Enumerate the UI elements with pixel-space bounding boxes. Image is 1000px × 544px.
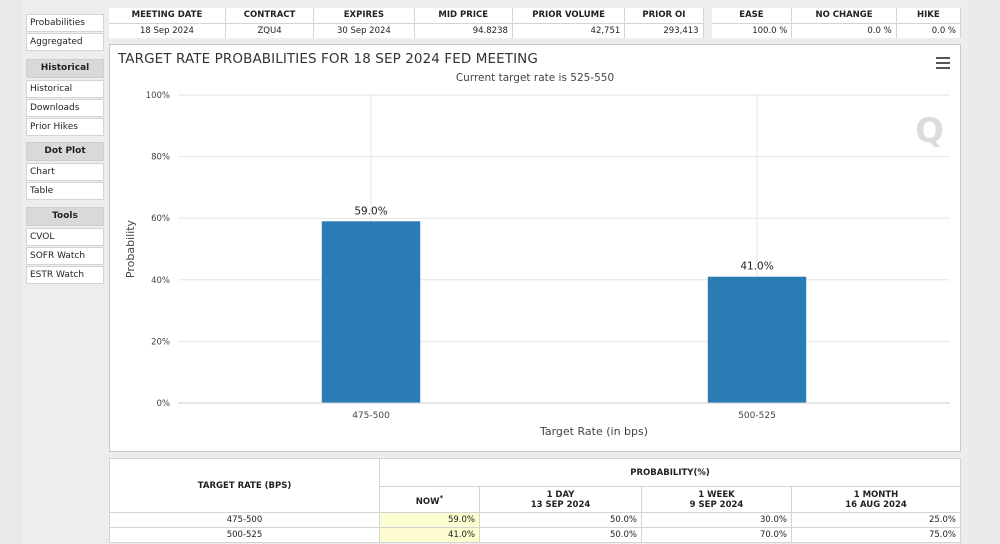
- sidebar-item-cvol[interactable]: CVOL: [26, 228, 104, 246]
- table-cell: 41.0%: [379, 527, 480, 543]
- table-cell: 50.0%: [479, 512, 642, 528]
- now-footnote-mark: *: [439, 492, 444, 502]
- table-gap: [703, 8, 712, 23]
- sidebar-item-aggregated[interactable]: Aggregated: [26, 33, 104, 51]
- sidebar-item-prior-hikes[interactable]: Prior Hikes: [26, 118, 104, 136]
- now-label: NOW: [415, 496, 440, 507]
- sidebar-item-table[interactable]: Table: [26, 182, 104, 200]
- sidebar-item-probabilities[interactable]: Probabilities: [26, 14, 104, 32]
- table-header-row: TARGET RATE (BPS) PROBABILITY(%): [109, 458, 961, 513]
- x-axis-title: Target Rate (in bps): [539, 425, 648, 438]
- col-header-target-rate: TARGET RATE (BPS): [109, 458, 380, 513]
- table-row: 500-525 41.0% 50.0% 70.0% 75.0%: [109, 527, 961, 543]
- y-tick-label: 0%: [157, 399, 171, 409]
- col-header-probability: PROBABILITY(%): [379, 458, 961, 487]
- y-tick-label: 80%: [151, 153, 170, 163]
- table-cell: 25.0%: [791, 512, 961, 528]
- sidebar-section-dot-plot: Dot Plot: [26, 142, 104, 161]
- table-cell: 500-525: [109, 527, 380, 543]
- sidebar-section-tools: Tools: [26, 207, 104, 226]
- table-subheader-row: NOW* 1 DAY 13 SEP 2024 1 WEEK 9 SEP 2024 1…: [110, 486, 961, 513]
- chart-menu-icon[interactable]: [936, 57, 950, 69]
- table-cell: 30 Sep 2024: [313, 22, 415, 38]
- table-header: PRIOR OI: [624, 8, 704, 23]
- table-header: PRIOR VOLUME: [512, 8, 626, 23]
- sidebar-item-sofr-watch[interactable]: SOFR Watch: [26, 247, 104, 265]
- y-tick-label: 100%: [146, 91, 170, 101]
- bar-475-500: [321, 221, 421, 403]
- y-tick-label: 20%: [151, 337, 170, 347]
- col-header-line1: 1 WEEK: [698, 489, 735, 500]
- table-header: MEETING DATE: [109, 8, 226, 23]
- table-header: MID PRICE: [414, 8, 513, 23]
- bar-data-label: 59.0%: [354, 205, 387, 217]
- table-header-row: MEETING DATE CONTRACT EXPIRES MID PRICE …: [109, 8, 962, 23]
- col-header-line2: 16 AUG 2024: [845, 499, 907, 510]
- table-cell: 0.0 %: [791, 22, 897, 38]
- quikstrike-logo: Q: [915, 111, 944, 151]
- table-cell: 475-500: [109, 512, 380, 528]
- table-cell: 100.0 %: [711, 22, 793, 38]
- sidebar-item-downloads[interactable]: Downloads: [26, 99, 104, 117]
- bar-data-label: 41.0%: [740, 261, 773, 273]
- probability-table: TARGET RATE (BPS) PROBABILITY(%) NOW* 1 …: [109, 458, 961, 543]
- table-header: HIKE: [896, 8, 962, 23]
- table-cell: 75.0%: [791, 527, 961, 543]
- sidebar-item-chart[interactable]: Chart: [26, 163, 104, 181]
- table-gap: [703, 23, 712, 38]
- col-header-line1: 1 DAY: [546, 489, 575, 500]
- table-cell: 50.0%: [479, 527, 642, 543]
- table-cell: 42,751: [512, 22, 626, 38]
- table-header: EASE: [711, 8, 793, 23]
- y-tick-label: 40%: [151, 276, 170, 286]
- col-header-line2: 9 SEP 2024: [689, 499, 744, 510]
- table-header: EXPIRES: [313, 8, 415, 23]
- x-tick-label: 500-525: [738, 411, 776, 421]
- table-row: 18 Sep 2024 ZQU4 30 Sep 2024 94.8238 42,…: [109, 22, 962, 38]
- y-tick-label: 60%: [151, 214, 170, 224]
- sidebar-item-historical[interactable]: Historical: [26, 80, 104, 98]
- probability-chart-panel: TARGET RATE PROBABILITIES FOR 18 SEP 202…: [109, 44, 961, 452]
- table-cell: 0.0 %: [896, 22, 962, 38]
- bar-500-525: [707, 276, 807, 403]
- table-cell: 70.0%: [641, 527, 792, 543]
- table-cell: 30.0%: [641, 512, 792, 528]
- col-header-1-day: 1 DAY 13 SEP 2024: [479, 486, 642, 513]
- col-header-line2: 13 SEP 2024: [530, 499, 591, 510]
- table-header: NO CHANGE: [791, 8, 897, 23]
- table-cell: 94.8238: [414, 22, 513, 38]
- table-cell: 18 Sep 2024: [109, 22, 226, 38]
- table-row: 475-500 59.0% 50.0% 30.0% 25.0%: [109, 512, 961, 528]
- table-cell: ZQU4: [225, 22, 315, 38]
- sidebar-item-estr-watch[interactable]: ESTR Watch: [26, 266, 104, 284]
- bar-chart: 0% 20% 40% 60% 80% 100% 59.0% 475-500 41.0% 500-5…: [124, 91, 950, 438]
- meeting-summary-table: MEETING DATE CONTRACT EXPIRES MID PRICE …: [109, 8, 962, 38]
- x-tick-label: 475-500: [352, 411, 390, 421]
- table-cell: 293,413: [624, 22, 704, 38]
- table-cell: 59.0%: [379, 512, 480, 528]
- col-header-now: NOW*: [379, 486, 480, 513]
- col-header-1-month: 1 MONTH 16 AUG 2024: [791, 486, 961, 513]
- col-header-1-week: 1 WEEK 9 SEP 2024: [641, 486, 792, 513]
- table-header: CONTRACT: [225, 8, 315, 23]
- y-axis-title: Probability: [124, 219, 137, 278]
- col-header-line1: 1 MONTH: [853, 489, 899, 500]
- sidebar-section-historical: Historical: [26, 59, 104, 78]
- sidebar: Probabilities Aggregated Historical Hist…: [22, 0, 106, 544]
- main-panel: MEETING DATE CONTRACT EXPIRES MID PRICE …: [106, 0, 968, 544]
- chart-subtitle: Current target rate is 525-550: [455, 72, 615, 84]
- chart-title: TARGET RATE PROBABILITIES FOR 18 SEP 202…: [118, 51, 538, 67]
